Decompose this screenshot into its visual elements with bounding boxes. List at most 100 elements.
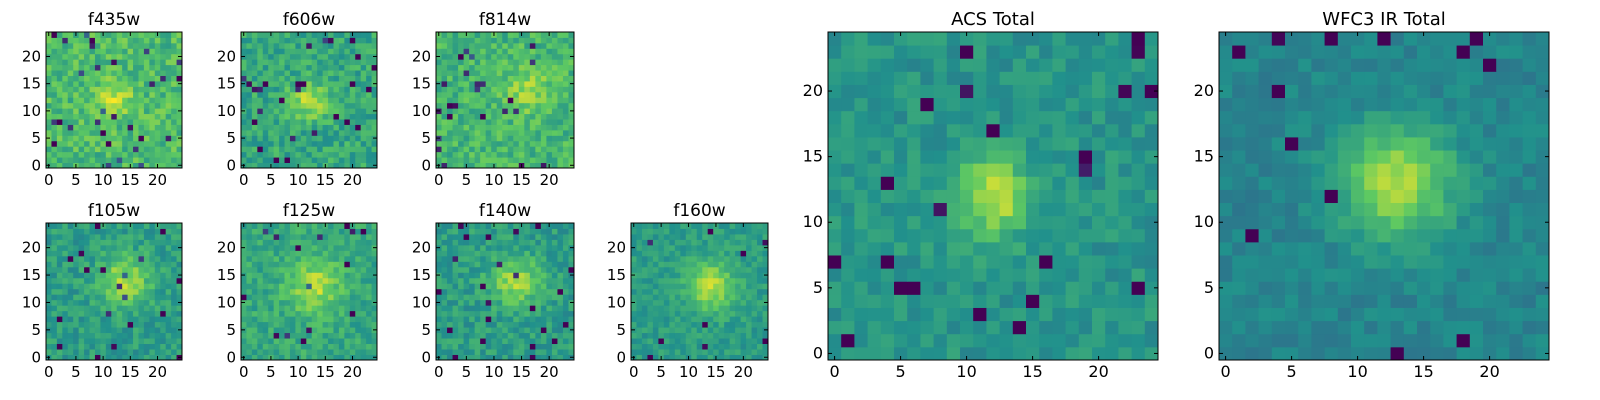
heatmap-cell bbox=[268, 108, 275, 115]
heatmap-cell bbox=[333, 338, 340, 345]
heatmap-cell bbox=[485, 48, 492, 55]
heatmap-cell bbox=[262, 140, 269, 147]
heatmap-cell bbox=[138, 151, 145, 158]
heatmap-cell bbox=[458, 305, 465, 312]
heatmap-cell bbox=[257, 299, 264, 306]
panel-title-f606w: f606w bbox=[283, 10, 335, 30]
heatmap-cell bbox=[724, 250, 731, 257]
heatmap-cell bbox=[360, 80, 367, 87]
heatmap-cell bbox=[257, 244, 264, 251]
heatmap-cell bbox=[513, 244, 520, 251]
heatmap-cell bbox=[311, 53, 318, 60]
heatmap-cell bbox=[496, 146, 503, 153]
heatmap-cell bbox=[84, 223, 90, 229]
heatmap-cell bbox=[746, 239, 753, 246]
heatmap-cell bbox=[306, 261, 313, 268]
heatmap-cell bbox=[138, 255, 145, 262]
heatmap-cell bbox=[84, 310, 90, 317]
heatmap-cell bbox=[999, 241, 1014, 256]
heatmap-cell bbox=[262, 338, 269, 345]
heatmap-cell bbox=[138, 113, 145, 120]
heatmap-cell bbox=[344, 338, 351, 345]
heatmap-cell bbox=[447, 119, 454, 125]
heatmap-cell bbox=[513, 86, 520, 93]
heatmap-cell bbox=[273, 108, 280, 115]
heatmap-cell bbox=[133, 250, 139, 257]
heatmap-cell bbox=[986, 163, 1001, 177]
heatmap-cell bbox=[867, 320, 882, 335]
heatmap-cell bbox=[62, 250, 69, 257]
heatmap-cell bbox=[546, 272, 553, 279]
heatmap-cell bbox=[284, 64, 291, 71]
heatmap-cell bbox=[524, 266, 531, 273]
heatmap-cell bbox=[740, 305, 747, 312]
heatmap-cell bbox=[366, 108, 373, 115]
heatmap-cell bbox=[702, 250, 709, 257]
heatmap-cell bbox=[100, 338, 107, 345]
heatmap-cell bbox=[360, 233, 367, 240]
heatmap-cell bbox=[251, 97, 258, 104]
heatmap-cell bbox=[366, 305, 373, 312]
heatmap-cell bbox=[458, 135, 465, 142]
heatmap-cell bbox=[491, 64, 498, 71]
heatmap-cell bbox=[268, 59, 275, 66]
heatmap-cell bbox=[652, 255, 659, 262]
heatmap-cell bbox=[257, 310, 264, 317]
heatmap-cell bbox=[652, 316, 659, 323]
heatmap-cell bbox=[469, 70, 476, 76]
heatmap-cell bbox=[986, 268, 1001, 282]
heatmap-cell bbox=[322, 135, 329, 142]
heatmap-cell bbox=[485, 255, 492, 262]
heatmap-cell bbox=[371, 283, 378, 290]
heatmap-cell bbox=[279, 135, 285, 142]
heatmap-cell bbox=[67, 305, 74, 312]
heatmap-cell bbox=[165, 151, 172, 158]
heatmap-cell bbox=[641, 261, 648, 268]
heatmap-cell bbox=[496, 80, 503, 87]
heatmap-cell bbox=[469, 32, 476, 38]
heatmap-cell bbox=[469, 228, 476, 235]
heatmap-cell bbox=[94, 70, 101, 76]
heatmap-cell bbox=[241, 310, 247, 317]
heatmap-cell bbox=[707, 321, 714, 328]
heatmap-cell bbox=[713, 343, 720, 350]
heatmap-cell bbox=[669, 338, 676, 345]
heatmap-cell bbox=[371, 228, 378, 235]
heatmap-cell bbox=[496, 75, 503, 82]
heatmap-cell bbox=[485, 332, 492, 339]
heatmap-cell bbox=[127, 255, 134, 262]
heatmap-cell bbox=[960, 307, 974, 322]
heatmap-cell bbox=[496, 233, 503, 240]
heatmap-cell bbox=[246, 108, 253, 115]
heatmap-cell bbox=[127, 146, 134, 153]
heatmap-cell bbox=[680, 277, 687, 284]
heatmap-cell bbox=[469, 113, 476, 120]
heatmap-cell bbox=[480, 64, 487, 71]
heatmap-cell bbox=[251, 86, 258, 93]
heatmap-cell bbox=[540, 151, 547, 158]
heatmap-cell bbox=[463, 64, 470, 71]
heatmap-cell bbox=[100, 75, 107, 82]
heatmap-cell bbox=[1052, 268, 1067, 282]
heatmap-cell bbox=[491, 321, 498, 328]
heatmap-cell bbox=[138, 157, 145, 164]
heatmap-cell bbox=[306, 157, 313, 164]
heatmap-cell bbox=[133, 32, 139, 38]
heatmap-cell bbox=[84, 75, 90, 82]
heatmap-cell bbox=[105, 97, 112, 104]
heatmap-cell bbox=[696, 250, 703, 257]
heatmap-cell bbox=[295, 157, 302, 164]
heatmap-cell bbox=[349, 239, 356, 246]
heatmap-cell bbox=[546, 102, 553, 109]
heatmap-cell bbox=[854, 255, 869, 269]
heatmap-cell bbox=[317, 244, 324, 251]
heatmap-cell bbox=[116, 42, 123, 49]
heatmap-cell bbox=[735, 321, 742, 328]
heatmap-cell bbox=[524, 305, 531, 312]
heatmap-cell bbox=[56, 327, 63, 334]
heatmap-cell bbox=[568, 86, 575, 93]
heatmap-cell bbox=[691, 354, 698, 361]
heatmap-cell bbox=[647, 250, 654, 257]
heatmap-cell bbox=[279, 119, 285, 125]
heatmap-cell bbox=[89, 349, 96, 355]
